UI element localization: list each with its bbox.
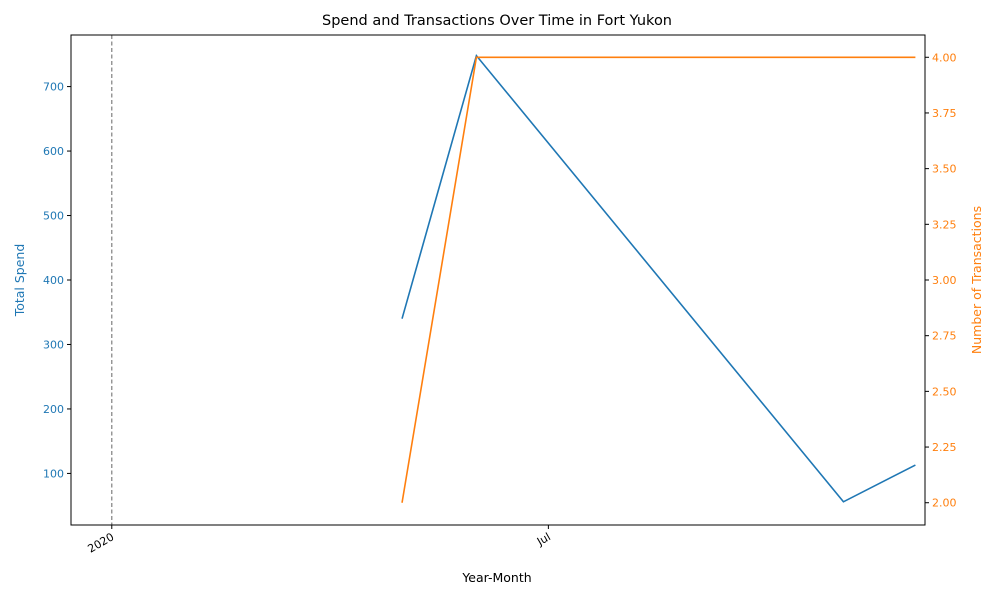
left-axis-tick-label: 600	[43, 145, 64, 158]
left-axis-tick-label: 300	[43, 338, 64, 351]
left-axis-tick-label: 100	[43, 467, 64, 480]
x-axis-tick-label: Jul	[534, 530, 553, 548]
right-axis-tick-label: 2.50	[932, 385, 957, 398]
series-line-transactions	[401, 56, 916, 503]
right-axis-tick-label: 2.75	[932, 330, 957, 343]
right-axis-tick-label: 4.00	[932, 51, 957, 64]
left-axis-label: Total Spend	[12, 244, 27, 318]
left-axis-tick-label: 400	[43, 274, 64, 287]
left-axis-tick-label: 200	[43, 403, 64, 416]
right-axis-tick-label: 2.00	[932, 497, 957, 510]
left-axis-tick-label: 500	[43, 210, 64, 223]
right-axis-tick-label: 3.75	[932, 107, 957, 120]
right-axis-tick-label: 3.25	[932, 218, 957, 231]
x-axis-label: Year-Month	[461, 570, 531, 585]
series-line-spend	[401, 53, 916, 503]
right-axis-label: Number of Transactions	[969, 206, 984, 354]
x-axis-tick-label: 2020	[86, 530, 117, 555]
left-axis-tick-label: 700	[43, 81, 64, 94]
right-axis-tick-label: 2.25	[932, 441, 957, 454]
right-axis-tick-label: 3.50	[932, 163, 957, 176]
right-axis-tick-label: 3.00	[932, 274, 957, 287]
plot-frame	[70, 34, 926, 526]
plot-area: 100 200 300 400 500 600 700 2.00 2.25 2.50 2.75 3.0…	[43, 35, 957, 556]
chart-title: Spend and Transactions Over Time in Fort…	[322, 13, 672, 29]
